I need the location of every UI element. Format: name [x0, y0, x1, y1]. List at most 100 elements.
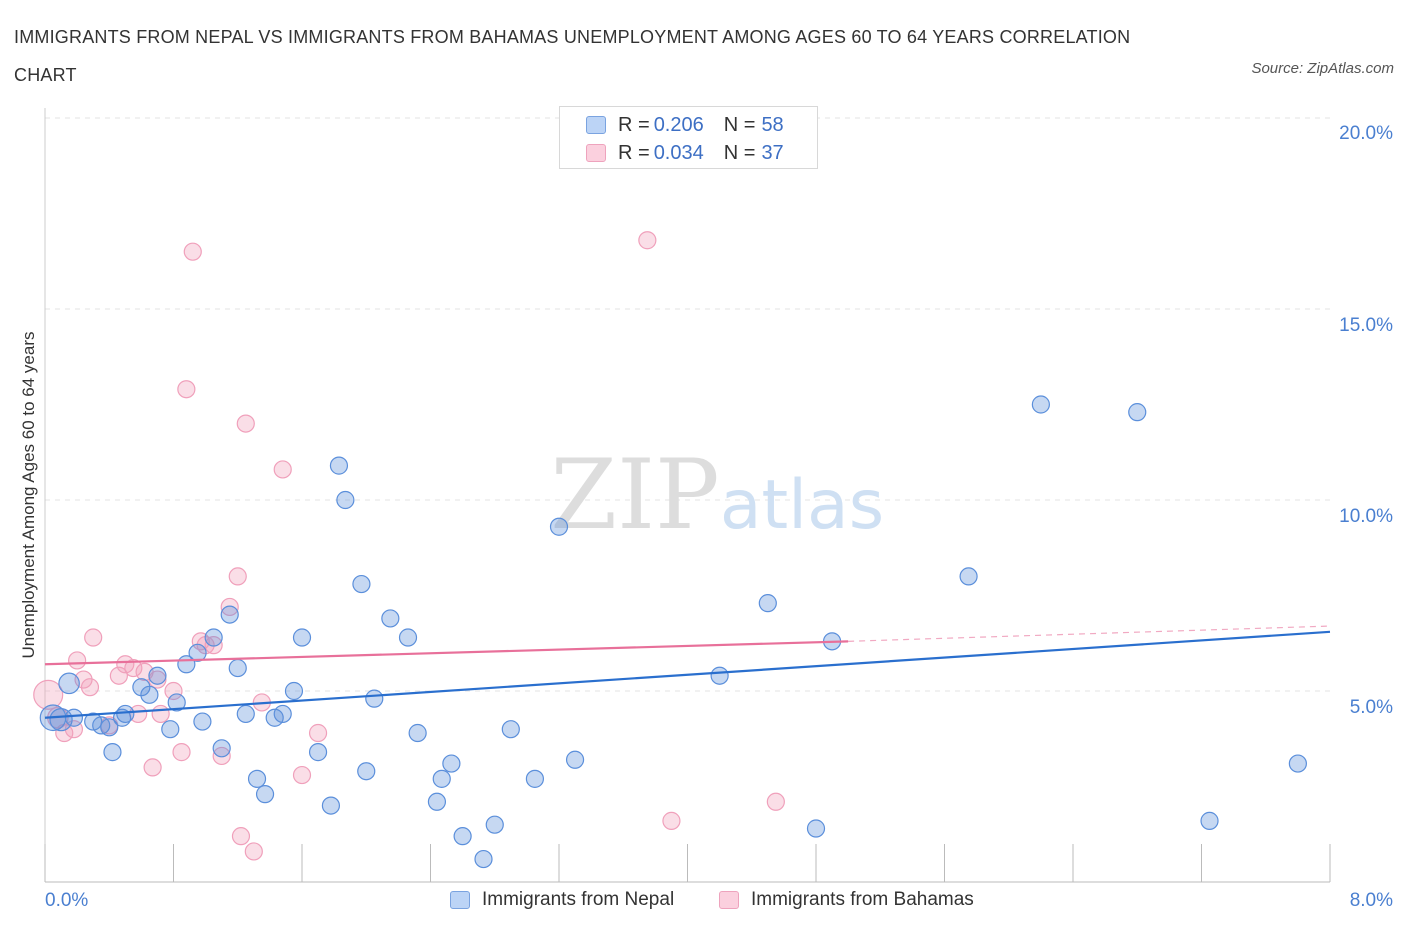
legend-swatch-blue	[586, 116, 606, 134]
nepal-point	[193, 712, 212, 731]
bahamas-point	[143, 758, 162, 777]
bahamas-point	[228, 567, 247, 586]
nepal-point	[549, 517, 569, 536]
nepal-point	[398, 628, 418, 647]
y-axis-label: Unemployment Among Ages 60 to 64 years	[19, 331, 38, 659]
series-nepal-points	[39, 395, 1307, 869]
y-tick-label: 20.0%	[1339, 123, 1393, 144]
nepal-point	[255, 785, 275, 804]
nepal-point	[228, 658, 247, 678]
nepal-point	[100, 718, 119, 737]
legend-swatch-blue	[450, 891, 470, 909]
nepal-point	[381, 609, 400, 628]
bahamas-trend-extension	[848, 625, 1331, 642]
nepal-point	[474, 849, 493, 869]
source-credit: Source: ZipAtlas.com	[1251, 60, 1394, 77]
legend-r-value: 0.034	[653, 141, 704, 164]
trend-lines	[44, 625, 1331, 719]
bahamas-point	[766, 792, 785, 811]
legend-r-label: R =	[618, 113, 650, 136]
nepal-point	[565, 750, 585, 769]
nepal-point	[148, 666, 167, 685]
bahamas-point	[164, 681, 183, 701]
bahamas-point	[308, 723, 328, 743]
bahamas-point	[183, 242, 202, 261]
nepal-point	[501, 720, 520, 739]
chart-title: IMMIGRANTS FROM NEPAL VS IMMIGRANTS FROM…	[14, 27, 1131, 85]
nepal-point	[525, 769, 545, 788]
bahamas-point	[68, 651, 87, 670]
nepal-point	[161, 720, 180, 739]
watermark-atlas: atlas	[720, 466, 884, 545]
nepal-point	[336, 490, 355, 510]
x-tick-label: 8.0%	[1349, 890, 1393, 911]
bahamas-point	[33, 679, 64, 710]
legend-n-label: N =	[723, 141, 756, 164]
legend-r-label: R =	[618, 141, 650, 164]
y-tick-label: 15.0%	[1339, 315, 1393, 336]
legend-swatch-pink	[719, 891, 739, 909]
y-tick-label: 10.0%	[1339, 506, 1393, 527]
legend-row-nepal: R = 0.206 N = 58	[586, 113, 784, 137]
legend-item-nepal[interactable]: Immigrants from Nepal	[450, 889, 674, 911]
nepal-point	[188, 643, 207, 662]
nepal-point	[58, 672, 80, 695]
nepal-point	[710, 666, 729, 685]
nepal-point	[352, 574, 371, 594]
nepal-point	[485, 815, 504, 834]
nepal-point	[1128, 403, 1147, 422]
legend-label-nepal: Immigrants from Nepal	[482, 889, 675, 910]
bahamas-point	[236, 414, 255, 433]
nepal-point	[212, 739, 231, 758]
nepal-point	[365, 689, 384, 708]
nepal-point	[321, 796, 341, 815]
nepal-point	[442, 754, 461, 773]
nepal-point	[140, 685, 159, 704]
bahamas-point	[124, 658, 143, 678]
bahamas-point	[231, 827, 251, 846]
bahamas-point	[273, 460, 292, 479]
bahamas-point	[244, 842, 263, 861]
nepal-point	[408, 723, 427, 743]
nepal-point	[758, 594, 777, 613]
axes	[44, 108, 1331, 883]
nepal-point	[1031, 395, 1050, 414]
nepal-point	[247, 769, 267, 788]
nepal-point	[273, 704, 292, 724]
legend-item-bahamas[interactable]: Immigrants from Bahamas	[719, 889, 974, 911]
nepal-point	[64, 708, 84, 727]
bahamas-point	[109, 666, 128, 685]
nepal-point	[806, 819, 826, 838]
bahamas-trend-line	[44, 640, 849, 666]
x-tick-label: 0.0%	[45, 890, 89, 911]
nepal-point	[329, 456, 349, 475]
nepal-point	[236, 704, 255, 724]
nepal-point	[357, 762, 376, 781]
bahamas-point	[662, 811, 681, 830]
bahamas-point	[80, 678, 100, 697]
nepal-point	[308, 743, 328, 762]
bahamas-point	[212, 746, 231, 766]
bahamas-point	[204, 636, 223, 655]
bahamas-point	[84, 628, 103, 647]
nepal-point	[432, 769, 451, 788]
stats-legend: R = 0.206 N = 58 R = 0.034 N = 37	[559, 106, 818, 169]
nepal-point	[959, 567, 978, 586]
legend-row-bahamas: R = 0.034 N = 37	[586, 141, 784, 165]
bahamas-point	[292, 765, 312, 785]
nepal-point	[427, 792, 447, 811]
nepal-point	[220, 605, 239, 624]
nepal-point	[453, 827, 472, 846]
nepal-point	[204, 628, 223, 647]
bahamas-point	[172, 743, 191, 762]
nepal-trend-line	[44, 630, 1331, 719]
nepal-point	[292, 628, 312, 647]
bahamas-point	[148, 670, 167, 689]
bahamas-point	[151, 704, 170, 724]
watermark-zip: ZIP	[550, 439, 719, 551]
nepal-point	[284, 681, 304, 701]
legend-n-value: 37	[761, 141, 784, 164]
nepal-point	[116, 704, 135, 724]
bahamas-point	[220, 597, 239, 617]
